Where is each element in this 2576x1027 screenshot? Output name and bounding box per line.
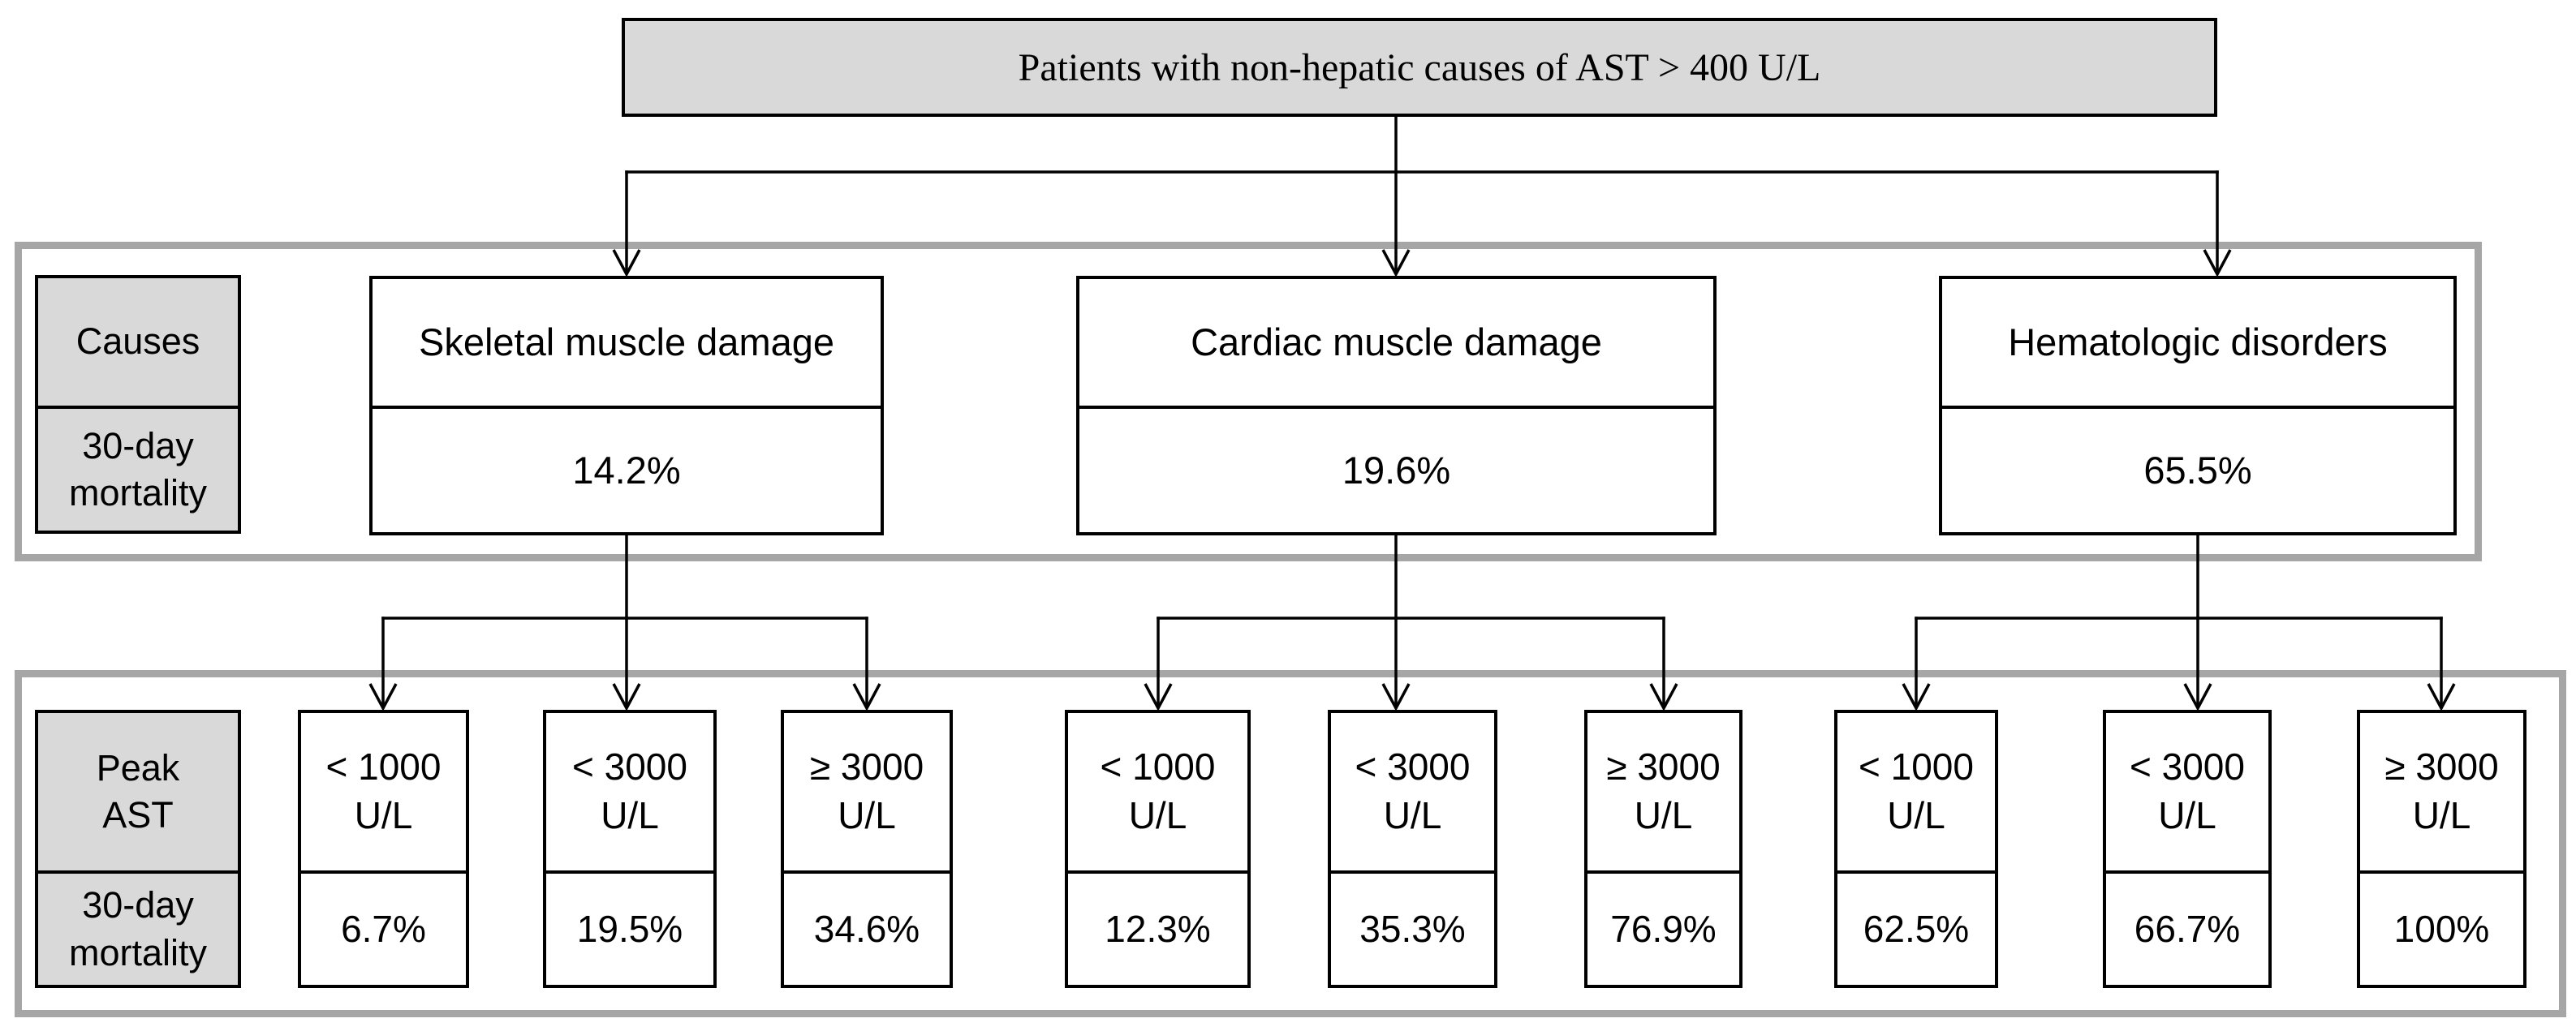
range-cell: < 3000 U/L	[546, 713, 713, 870]
peak-ast-box-hematologic-lt1000: < 1000 U/L 62.5%	[1834, 710, 1998, 988]
mortality-cell: 76.9%	[1587, 870, 1739, 985]
range-line2: U/L	[838, 794, 896, 836]
peak-ast-box-skeletal-lt1000: < 1000 U/L 6.7%	[298, 710, 469, 988]
mortality-header-line2: mortality	[68, 472, 208, 514]
peak-ast-header-line2: AST	[102, 794, 174, 836]
mortality-value: 34.6%	[813, 907, 920, 950]
peak-ast-box-hematologic-lt3000: < 3000 U/L 66.7%	[2103, 710, 2272, 988]
causes-header-label: Causes	[75, 320, 200, 363]
mortality-value: 66.7%	[2134, 907, 2241, 950]
mortality-cell: 34.6%	[784, 870, 950, 985]
mortality-value: 100%	[2393, 907, 2490, 950]
mortality-cell: 6.7%	[301, 870, 466, 985]
cause-mortality-value: 65.5%	[2143, 449, 2252, 492]
causes-header-cell: Causes	[38, 278, 238, 406]
range-line1: < 3000	[2130, 746, 2245, 789]
range-cell: < 3000 U/L	[2106, 713, 2268, 870]
range-cell: ≥ 3000 U/L	[2360, 713, 2523, 870]
mortality-header-line2: mortality	[68, 931, 208, 973]
mortality-value: 19.5%	[576, 907, 683, 950]
cause-mortality-value: 14.2%	[572, 449, 681, 492]
mortality-header-cell-row2: 30-day mortality	[38, 870, 238, 985]
root-node-box: Patients with non-hepatic causes of AST …	[622, 18, 2217, 117]
root-node-label: Patients with non-hepatic causes of AST …	[1018, 45, 1821, 89]
mortality-value: 12.3%	[1105, 907, 1211, 950]
range-cell: < 1000 U/L	[301, 713, 466, 870]
cause-mortality-cell: 19.6%	[1079, 406, 1713, 532]
mortality-cell: 19.5%	[546, 870, 713, 985]
range-line1: ≥ 3000	[1606, 746, 1721, 789]
cause-name-label: Hematologic disorders	[2008, 320, 2388, 364]
mortality-cell: 12.3%	[1068, 870, 1247, 985]
causes-row-container	[15, 242, 2482, 561]
range-line2: U/L	[601, 794, 659, 836]
range-line1: < 3000	[1355, 746, 1471, 789]
cause-name-cell: Cardiac muscle damage	[1079, 279, 1713, 406]
range-line2: U/L	[2158, 794, 2216, 836]
cause-mortality-cell: 65.5%	[1942, 406, 2453, 532]
range-line1: ≥ 3000	[809, 746, 924, 789]
peak-ast-box-cardiac-lt3000: < 3000 U/L 35.3%	[1328, 710, 1497, 988]
range-line1: < 1000	[1100, 746, 1216, 789]
range-line2: U/L	[1634, 794, 1693, 836]
range-line1: < 3000	[572, 746, 687, 789]
peak-ast-row-header: Peak AST 30-day mortality	[35, 710, 241, 988]
mortality-cell: 66.7%	[2106, 870, 2268, 985]
mortality-header-line1: 30-day	[82, 424, 194, 466]
peak-ast-box-skeletal-lt3000: < 3000 U/L 19.5%	[543, 710, 717, 988]
range-cell: < 1000 U/L	[1068, 713, 1247, 870]
mortality-value: 6.7%	[341, 907, 426, 950]
range-line2: U/L	[1383, 794, 1442, 836]
range-line1: < 1000	[1859, 746, 1974, 789]
cause-box-cardiac: Cardiac muscle damage 19.6%	[1076, 276, 1717, 535]
cause-name-cell: Skeletal muscle damage	[373, 279, 881, 406]
range-line2: U/L	[354, 794, 413, 836]
cause-name-label: Skeletal muscle damage	[418, 320, 835, 364]
peak-ast-box-cardiac-ge3000: ≥ 3000 U/L 76.9%	[1584, 710, 1742, 988]
cause-box-skeletal: Skeletal muscle damage 14.2%	[369, 276, 884, 535]
range-cell: ≥ 3000 U/L	[784, 713, 950, 870]
mortality-cell: 35.3%	[1331, 870, 1494, 985]
mortality-cell: 100%	[2360, 870, 2523, 985]
range-line2: U/L	[2412, 794, 2471, 836]
mortality-value: 35.3%	[1359, 907, 1466, 950]
peak-ast-box-hematologic-ge3000: ≥ 3000 U/L 100%	[2357, 710, 2526, 988]
mortality-header-cell-row1: 30-day mortality	[38, 406, 238, 531]
peak-ast-row-container	[15, 670, 2566, 1017]
cause-mortality-value: 19.6%	[1342, 449, 1451, 492]
mortality-value: 76.9%	[1610, 907, 1717, 950]
cause-name-label: Cardiac muscle damage	[1191, 320, 1602, 364]
range-line1: ≥ 3000	[2384, 746, 2499, 789]
peak-ast-box-cardiac-lt1000: < 1000 U/L 12.3%	[1065, 710, 1251, 988]
mortality-value: 62.5%	[1863, 907, 1970, 950]
mortality-cell: 62.5%	[1837, 870, 1995, 985]
peak-ast-box-skeletal-ge3000: ≥ 3000 U/L 34.6%	[781, 710, 953, 988]
causes-row-header: Causes 30-day mortality	[35, 275, 241, 534]
peak-ast-header-cell: Peak AST	[38, 713, 238, 870]
range-line2: U/L	[1887, 794, 1945, 836]
range-cell: < 1000 U/L	[1837, 713, 1995, 870]
range-cell: < 3000 U/L	[1331, 713, 1494, 870]
mortality-header-line1: 30-day	[82, 884, 194, 926]
cause-name-cell: Hematologic disorders	[1942, 279, 2453, 406]
cause-box-hematologic: Hematologic disorders 65.5%	[1939, 276, 2457, 535]
range-line1: < 1000	[325, 746, 442, 789]
range-line2: U/L	[1128, 794, 1187, 836]
peak-ast-header-line1: Peak	[96, 746, 180, 789]
cause-mortality-cell: 14.2%	[373, 406, 881, 532]
range-cell: ≥ 3000 U/L	[1587, 713, 1739, 870]
